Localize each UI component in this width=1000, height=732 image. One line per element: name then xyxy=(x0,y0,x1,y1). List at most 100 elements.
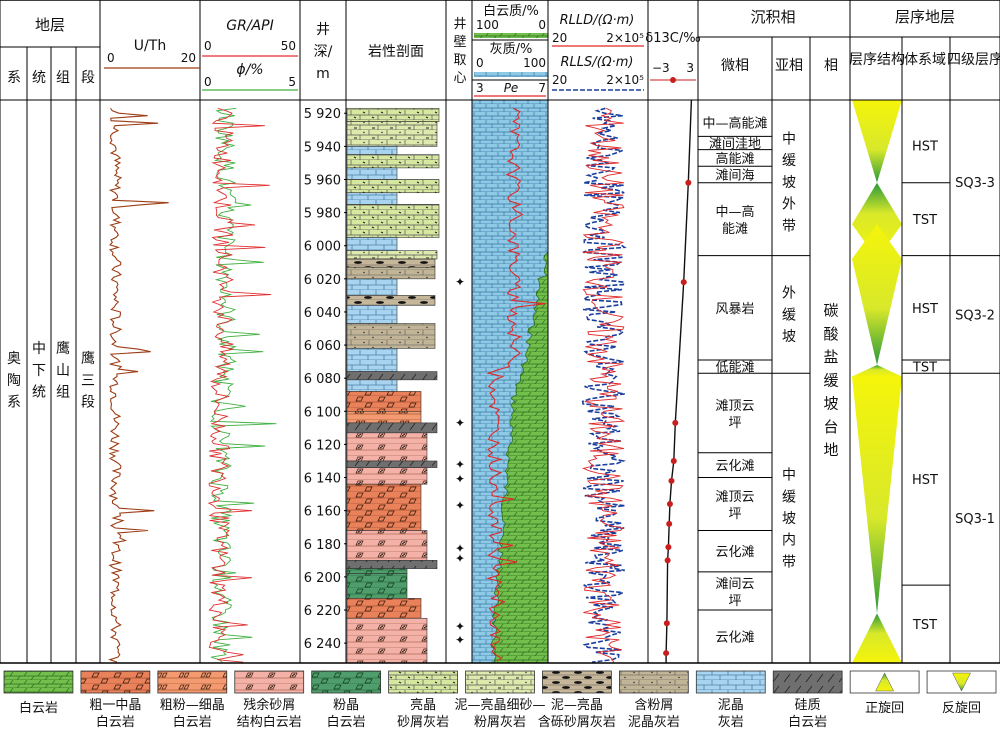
uth-scale-min: 0 xyxy=(107,51,115,65)
lith-bed-siliceous xyxy=(346,422,438,434)
sidewall-core-marker: ✦ xyxy=(455,542,465,556)
dolomite-key-swatch xyxy=(474,33,548,38)
microfacies-header: 微相 xyxy=(721,58,749,74)
pe-header: Pe xyxy=(504,81,519,95)
pe-curve xyxy=(486,107,546,662)
carbon-sample-point xyxy=(672,419,679,426)
facies-label: 地 xyxy=(823,441,838,459)
legend-swatch-fine_dol xyxy=(157,670,228,694)
microfacies-label: 滩间海 xyxy=(715,169,754,184)
microfacies-label: 坪 xyxy=(728,594,741,609)
strata-formation: 山 xyxy=(56,363,70,379)
rlls-header: RLLS/(Ω·m) xyxy=(560,55,633,70)
carbon-sample-point xyxy=(663,620,670,627)
depth-tick-label: 6 220 xyxy=(304,604,341,619)
microfacies-label: 高能滩 xyxy=(715,151,754,167)
lith-bed-gravel_ls xyxy=(346,258,436,268)
systems-tract-label: HST xyxy=(912,302,938,317)
depth-tick-label: 5 960 xyxy=(304,173,341,188)
strata-member-header: 段 xyxy=(81,70,95,86)
carbon-sample-point xyxy=(664,557,671,564)
lime-scale-max: 100 xyxy=(523,56,546,70)
lith-bed-mud_silt_ls xyxy=(346,121,438,147)
lith-bed-micrite xyxy=(346,305,398,324)
legend-label-mud_silt_ls: 粉屑灰岩 xyxy=(474,715,526,730)
subfacies-label: 外 xyxy=(782,197,796,213)
depth-header-line-1: 井 xyxy=(316,22,330,38)
lith-bed-powder_dol xyxy=(346,573,408,599)
legend-swatch-grain_ls xyxy=(388,670,458,694)
dolomite-scale-min: 100 xyxy=(476,18,499,32)
legend-label-grain_ls: 亮晶 xyxy=(410,697,436,713)
lith-bed-relict_dol xyxy=(346,530,428,561)
facies-label: 缓 xyxy=(823,371,838,389)
carbon-sample-point xyxy=(680,279,687,286)
lith-bed-grain_ls xyxy=(346,179,440,194)
microfacies-label: 坪 xyxy=(728,416,741,431)
systems-tract-header: 体系域 xyxy=(904,52,946,68)
lith-bed-siliceous xyxy=(346,560,438,569)
facies-label: 盐 xyxy=(823,348,838,366)
depth-tick-label: 6 140 xyxy=(304,472,341,487)
carbon-scale-min: −3 xyxy=(652,61,670,75)
microfacies-label: 云化滩 xyxy=(715,545,754,560)
microfacies-label: 滩间洼地 xyxy=(709,137,761,152)
carbon-sample-point xyxy=(670,457,677,464)
legend-label-powder_dol: 白云岩 xyxy=(327,714,366,730)
fourth-order-header: 四级层序 xyxy=(947,52,1000,68)
depth-tick-label: 6 200 xyxy=(304,571,341,586)
lith-bed-micrite xyxy=(346,192,398,205)
sq33-tst-diamond xyxy=(852,182,902,259)
legend-label-coarse_dol: 粗一中晶 xyxy=(89,698,141,713)
legend-label-powder_dol: 粉晶 xyxy=(333,698,359,713)
microfacies-label: 坪 xyxy=(728,507,741,522)
lime-header: 灰质/% xyxy=(490,42,533,57)
phi-curve xyxy=(209,107,277,663)
sidewall-core-marker: ✦ xyxy=(455,499,465,513)
strata-series: 统 xyxy=(32,385,46,401)
strata-formation: 鹰 xyxy=(56,341,70,357)
rlld-scale-min: 20 xyxy=(552,31,567,45)
sidewall-core-marker: ✦ xyxy=(455,457,465,471)
microfacies-label: 云化滩 xyxy=(715,631,754,646)
lith-bed-marl xyxy=(346,323,436,349)
sq32-hst-triangle xyxy=(852,224,902,365)
sequence-label: SQ3-3 xyxy=(955,176,995,191)
lith-bed-micrite xyxy=(346,278,398,296)
carbon-sample-point xyxy=(663,650,670,657)
gr-scale-max: 50 xyxy=(281,39,296,53)
header: 地层 系 统 组 段 U/Th 0 20 GR/API 0 50 ϕ/% 0 5… xyxy=(7,3,1000,95)
gr-header: GR/API xyxy=(226,18,273,34)
carbon-sample-point xyxy=(685,179,692,186)
legend: 白云岩 粗一中晶白云岩粗粉—细晶白云岩残余砂屑结构白云岩粉晶白云岩亮晶砂屑灰岩泥—… xyxy=(3,670,997,730)
subfacies-label: 坡 xyxy=(782,175,796,191)
lith-bed-micrite xyxy=(346,237,398,251)
core-header-line-3: 取 xyxy=(453,53,466,68)
legend-swatch-dolomite xyxy=(3,670,74,694)
facies-label: 酸 xyxy=(823,325,838,343)
sidewall-core-marker: ✦ xyxy=(455,552,465,566)
depth-tick-label: 6 040 xyxy=(304,306,341,321)
sq33-hst-triangle xyxy=(852,100,902,183)
legend-swatch-coarse_dol xyxy=(80,670,151,694)
depth-tick-label: 6 180 xyxy=(304,538,341,553)
depth-tick-label: 5 980 xyxy=(304,207,341,222)
facies-label: 坡 xyxy=(823,395,838,413)
strata-series-header: 统 xyxy=(32,70,46,86)
grid-lines xyxy=(0,0,1000,664)
facies-col-header: 相 xyxy=(824,58,838,74)
subfacies-label: 内 xyxy=(782,533,796,549)
facies-header: 沉积相 xyxy=(750,8,795,26)
lith-bed-siliceous xyxy=(346,371,438,381)
legend-label-gravel_ls: 泥—亮晶 xyxy=(551,697,603,713)
carbon-header: δ13C/‰ xyxy=(645,31,700,46)
rlls-curve xyxy=(581,107,627,663)
strata-formation: 组 xyxy=(56,385,70,401)
subfacies-label: 中 xyxy=(782,131,796,147)
lime-key-swatch xyxy=(474,72,548,77)
pe-scale-min: 3 xyxy=(476,81,484,95)
microfacies-label: 低能滩 xyxy=(715,361,754,376)
microfacies-label: 滩间云 xyxy=(715,577,754,592)
legend-label-grain_ls: 砂屑灰岩 xyxy=(397,715,449,730)
